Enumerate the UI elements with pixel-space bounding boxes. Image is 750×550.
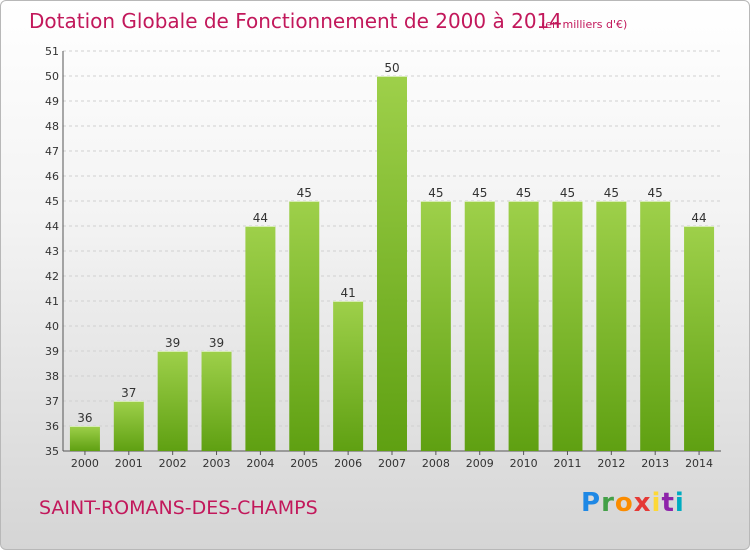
data-label: 45 xyxy=(560,186,575,200)
chart-unit: (en milliers d'€) xyxy=(541,18,628,31)
y-tick-label: 46 xyxy=(45,170,59,183)
data-label: 45 xyxy=(428,186,443,200)
bar xyxy=(289,201,320,451)
data-label: 45 xyxy=(472,186,487,200)
y-tick-label: 44 xyxy=(45,220,59,233)
data-labels: 36 37 39 39 44 45 41 50 45 45 45 45 45 45 44 xyxy=(77,61,706,425)
bar xyxy=(596,201,627,451)
y-tick-label: 39 xyxy=(45,345,59,358)
data-label: 37 xyxy=(121,386,136,400)
data-label: 39 xyxy=(165,336,180,350)
data-label: 50 xyxy=(384,61,399,75)
x-tick-label: 2010 xyxy=(510,457,538,470)
data-label: 41 xyxy=(340,286,355,300)
proxiti-logo: Proxiti xyxy=(581,488,685,518)
x-tick-label: 2003 xyxy=(203,457,231,470)
bar xyxy=(684,226,715,451)
y-tick-label: 38 xyxy=(45,370,59,383)
x-tick-label: 2004 xyxy=(246,457,274,470)
x-tick-label: 2001 xyxy=(115,457,143,470)
data-label: 45 xyxy=(297,186,312,200)
data-label: 36 xyxy=(77,411,92,425)
commune-name: SAINT-ROMANS-DES-CHAMPS xyxy=(39,497,318,519)
bars xyxy=(69,76,715,451)
x-tick-label: 2006 xyxy=(334,457,362,470)
bar xyxy=(552,201,583,451)
y-tick-label: 42 xyxy=(45,270,59,283)
bar xyxy=(377,76,407,451)
data-label: 45 xyxy=(604,186,619,200)
chart-title: Dotation Globale de Fonctionnement de 20… xyxy=(29,9,562,33)
y-tick-label: 36 xyxy=(45,420,59,433)
x-tick-label: 2000 xyxy=(71,457,99,470)
x-tick-label: 2012 xyxy=(597,457,625,470)
x-tick-label: 2005 xyxy=(290,457,318,470)
x-tick-label: 2014 xyxy=(685,457,713,470)
bar xyxy=(245,226,276,451)
y-tick-label: 51 xyxy=(45,45,59,58)
y-tick-label: 50 xyxy=(45,70,59,83)
bar xyxy=(333,301,364,451)
bar xyxy=(640,201,671,451)
bar xyxy=(69,426,100,451)
y-tick-label: 47 xyxy=(45,145,59,158)
y-tick-label: 49 xyxy=(45,95,59,108)
x-tick-label: 2007 xyxy=(378,457,406,470)
y-tick-labels: 35 36 37 38 39 40 41 42 43 44 45 46 47 48 49 50 51 xyxy=(45,45,59,458)
y-tick-label: 37 xyxy=(45,395,59,408)
bar xyxy=(464,201,495,451)
bar xyxy=(201,351,232,451)
data-label: 44 xyxy=(253,211,268,225)
data-label: 44 xyxy=(691,211,706,225)
y-tick-label: 45 xyxy=(45,195,59,208)
bar xyxy=(508,201,539,451)
x-tick-label: 2002 xyxy=(159,457,187,470)
y-tick-label: 41 xyxy=(45,295,59,308)
y-tick-label: 43 xyxy=(45,245,59,258)
bar xyxy=(157,351,188,451)
x-tick-label: 2011 xyxy=(553,457,581,470)
bar xyxy=(420,201,451,451)
x-tick-label: 2009 xyxy=(466,457,494,470)
x-tick-labels: 2000 2001 2002 2003 2004 2005 2006 2007 2008 2009… xyxy=(71,457,713,470)
bar xyxy=(113,401,144,451)
data-label: 45 xyxy=(648,186,663,200)
y-tick-label: 40 xyxy=(45,320,59,333)
y-tick-label: 48 xyxy=(45,120,59,133)
data-label: 39 xyxy=(209,336,224,350)
x-tick-label: 2013 xyxy=(641,457,669,470)
data-label: 45 xyxy=(516,186,531,200)
x-tick-label: 2008 xyxy=(422,457,450,470)
y-tick-label: 35 xyxy=(45,445,59,458)
